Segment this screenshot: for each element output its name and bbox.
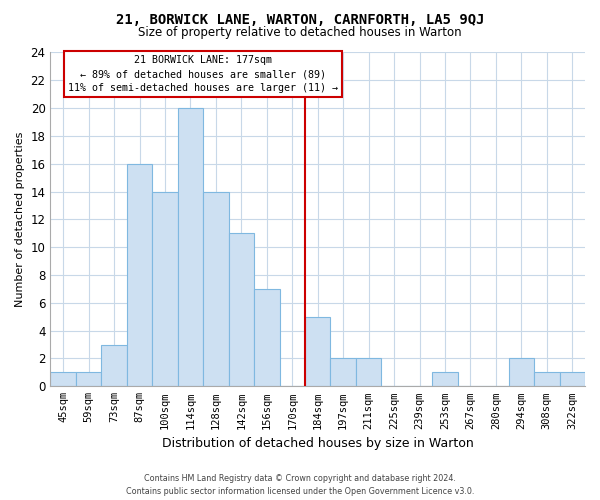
Bar <box>76 372 101 386</box>
Text: Contains HM Land Registry data © Crown copyright and database right 2024.
Contai: Contains HM Land Registry data © Crown c… <box>126 474 474 496</box>
Y-axis label: Number of detached properties: Number of detached properties <box>15 132 25 307</box>
Bar <box>152 192 178 386</box>
Bar <box>331 358 356 386</box>
Bar <box>432 372 458 386</box>
Bar <box>560 372 585 386</box>
Bar <box>127 164 152 386</box>
Bar <box>203 192 229 386</box>
X-axis label: Distribution of detached houses by size in Warton: Distribution of detached houses by size … <box>162 437 473 450</box>
Bar <box>178 108 203 386</box>
Text: 21, BORWICK LANE, WARTON, CARNFORTH, LA5 9QJ: 21, BORWICK LANE, WARTON, CARNFORTH, LA5… <box>116 12 484 26</box>
Bar <box>229 234 254 386</box>
Bar <box>50 372 76 386</box>
Bar <box>509 358 534 386</box>
Bar <box>305 317 331 386</box>
Bar <box>534 372 560 386</box>
Bar <box>101 344 127 387</box>
Bar <box>356 358 382 386</box>
Text: 21 BORWICK LANE: 177sqm
← 89% of detached houses are smaller (89)
11% of semi-de: 21 BORWICK LANE: 177sqm ← 89% of detache… <box>68 56 338 94</box>
Text: Size of property relative to detached houses in Warton: Size of property relative to detached ho… <box>138 26 462 39</box>
Bar <box>254 289 280 386</box>
